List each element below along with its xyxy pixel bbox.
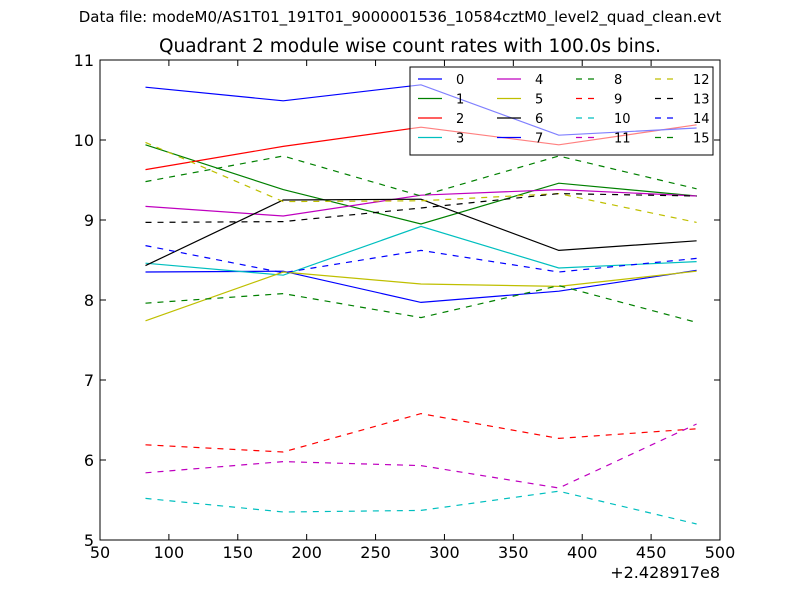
x-tick-label: 250 (360, 543, 391, 562)
x-tick-label: 200 (291, 543, 322, 562)
series-line-11 (145, 423, 697, 489)
y-tick-label: 5 (84, 531, 94, 550)
legend-label-4: 4 (535, 73, 543, 88)
data-file-caption: Data file: modeM0/AS1T01_191T01_90000015… (78, 8, 722, 26)
series-line-13 (145, 192, 697, 223)
series-line-5 (145, 270, 697, 322)
series-line-3 (145, 225, 697, 276)
legend-label-0: 0 (456, 73, 464, 88)
legend-label-1: 1 (456, 93, 464, 108)
x-tick-label: 50 (90, 543, 110, 562)
series-line-15 (145, 284, 697, 323)
x-offset-label: +2.428917e8 (610, 563, 720, 582)
y-tick-label: 9 (84, 211, 94, 230)
legend-label-10: 10 (614, 112, 631, 127)
legend-label-13: 13 (693, 93, 710, 108)
legend-label-3: 3 (456, 132, 464, 147)
series-line-10 (145, 490, 697, 525)
legend-label-14: 14 (693, 112, 710, 127)
x-tick-label: 100 (154, 543, 185, 562)
y-tick-label: 6 (84, 451, 94, 470)
legend-label-2: 2 (456, 112, 464, 127)
legend-label-15: 15 (693, 132, 710, 147)
legend-label-7: 7 (535, 132, 543, 147)
series-line-14 (145, 245, 697, 274)
x-tick-label: 350 (498, 543, 529, 562)
series-line-8 (145, 155, 697, 197)
y-tick-label: 7 (84, 371, 94, 390)
series-line-9 (145, 412, 697, 453)
y-tick-label: 11 (74, 51, 94, 70)
chart-title: Quadrant 2 module wise count rates with … (158, 36, 662, 57)
legend-label-8: 8 (614, 73, 622, 88)
x-tick-label: 300 (429, 543, 460, 562)
series-line-1 (145, 144, 697, 225)
x-tick-label: 150 (223, 543, 254, 562)
legend-label-12: 12 (693, 73, 710, 88)
legend-label-6: 6 (535, 112, 543, 127)
series-line-6 (145, 198, 697, 267)
x-tick-label: 400 (567, 543, 598, 562)
y-tick-label: 10 (74, 131, 94, 150)
series-line-0 (145, 269, 697, 304)
x-tick-label: 450 (636, 543, 667, 562)
legend-label-11: 11 (614, 132, 631, 147)
legend-label-9: 9 (614, 93, 622, 108)
legend-label-5: 5 (535, 93, 543, 108)
legend-box (409, 66, 714, 156)
x-tick-label: 500 (705, 543, 736, 562)
series-line-4 (145, 188, 697, 217)
y-tick-label: 8 (84, 291, 94, 310)
series-line-12 (145, 141, 697, 223)
